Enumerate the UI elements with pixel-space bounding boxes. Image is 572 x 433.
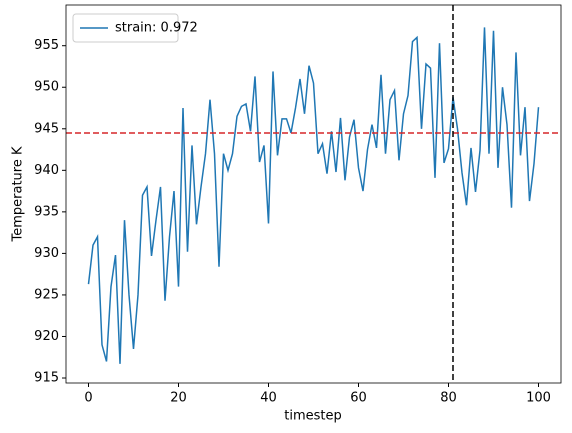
y-tick-label: 940 xyxy=(34,163,59,178)
y-tick-label: 945 xyxy=(34,121,59,136)
y-tick-label: 935 xyxy=(34,204,59,219)
x-axis-label: timestep xyxy=(284,409,342,424)
x-tick-label: 80 xyxy=(440,391,457,406)
legend-label: strain: 0.972 xyxy=(115,21,198,36)
y-tick-label: 950 xyxy=(34,80,59,95)
x-tick-label: 20 xyxy=(170,391,187,406)
legend-box xyxy=(72,13,179,43)
y-tick-label: 915 xyxy=(34,371,59,386)
x-tick-label: 100 xyxy=(526,391,551,406)
data-line xyxy=(87,27,540,364)
x-tick-label: 0 xyxy=(84,391,92,406)
x-tick-label: 60 xyxy=(350,391,367,406)
y-axis-label: Temperature K xyxy=(11,146,26,242)
y-tick-label: 955 xyxy=(34,38,59,53)
plot-frame xyxy=(65,4,562,384)
y-tick-label: 930 xyxy=(34,246,59,261)
y-tick-label: 920 xyxy=(34,329,59,344)
x-tick-label: 40 xyxy=(260,391,277,406)
y-tick-label: 925 xyxy=(34,287,59,302)
